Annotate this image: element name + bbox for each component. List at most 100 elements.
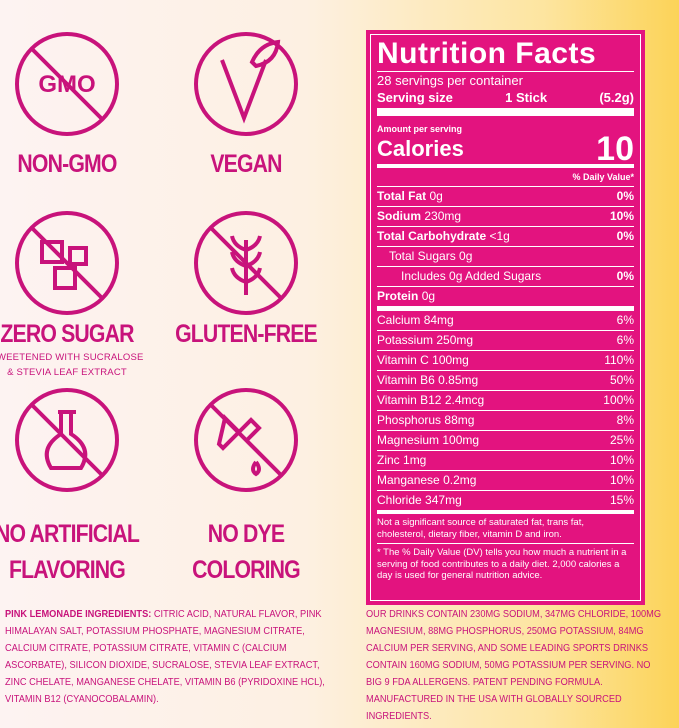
nutrient-left: Magnesium 100mg [377,431,479,450]
nutrient-row: Total Carbohydrate <1g 0% [377,226,634,246]
nutrient-name: Includes 0g Added Sugars [401,269,542,283]
footnote: Not a significant source of saturated fa… [377,510,634,543]
icon-flavor [15,388,119,492]
calories-value: 10 [596,130,634,168]
amount-per-serving: Amount per serving [377,124,463,134]
calories-label: Calories [377,136,464,161]
nutrient-dv: 10% [609,209,634,223]
nutrition-panel: Nutrition Facts 28 servings per containe… [366,30,645,605]
ingredients: PINK LEMONADE INGREDIENTS: CITRIC ACID, … [5,606,326,708]
nutrient-dv: 6% [616,313,634,327]
badge-label: FLAVORING [9,556,126,584]
serving-size-weight: (5.2g) [599,90,634,105]
nutrient-row: Zinc 1mg 10% [377,450,634,470]
nutrient-left: Total Carbohydrate <1g [377,227,510,246]
nutrient-row: Protein 0g [377,286,634,306]
badge-label: NO DYE [207,520,285,548]
nutrient-name: Magnesium [377,433,440,447]
nutrient-row: Manganese 0.2mg 10% [377,470,634,490]
badge-label: ZERO SUGAR [0,320,134,348]
nutrient-left: Total Sugars 0g [377,247,472,266]
nutrient-name: Vitamin C [377,353,429,367]
nutrient-name: Sodium [377,209,421,223]
nutrient-row: Magnesium 100mg 25% [377,430,634,450]
ingredients-label: PINK LEMONADE INGREDIENTS: [5,608,152,620]
nutrient-amount: 84mg [423,313,454,327]
badge-label: VEGAN [210,150,282,178]
nutrition-inner: Nutrition Facts 28 servings per containe… [370,34,641,601]
nutrient-row: Calcium 84mg 6% [377,310,634,330]
nutrient-amount: 0g [459,249,473,263]
nutrient-name: Vitamin B6 [377,373,435,387]
serving-size: Serving size 1 Stick (5.2g) [377,89,634,116]
serving-size-amount: 1 Stick [505,90,548,105]
badge-label: NON-GMO [17,150,117,178]
nutrient-name: Phosphorus [377,413,442,427]
nutrient-amount: 88mg [444,413,475,427]
claims: OUR DRINKS CONTAIN 230MG SODIUM, 347MG C… [366,608,662,722]
icon-text: GMO [38,71,95,98]
icon-sugar [15,211,119,315]
nutrient-row: Sodium 230mg 10% [377,206,634,226]
nutrient-row: Total Fat 0g 0% [377,186,634,206]
nutrient-left: Sodium 230mg [377,207,461,226]
ingredients-text: CITRIC ACID, NATURAL FLAVOR, PINK HIMALA… [5,608,325,705]
mineral-list: Calcium 84mg 6% Potassium 250mg 6% Vitamin C… [377,310,634,510]
nutrient-amount: 0.85mg [438,373,479,387]
nutrient-left: Chloride 347mg [377,491,462,510]
nutrient-row: Vitamin C 100mg 110% [377,350,634,370]
nutrient-list: Total Fat 0g 0% Sodium 230mg 10% Total Carbo… [377,186,634,310]
nutrient-left: Phosphorus 88mg [377,411,474,430]
nutrient-dv: 15% [609,493,634,507]
calories: Calories 10 [377,130,634,168]
nutrient-amount: 2.4mcg [444,393,485,407]
nutrient-amount: 347mg [425,493,462,507]
serving-size-label: Serving size [377,90,453,105]
nutrient-row: Vitamin B6 0.85mg 50% [377,370,634,390]
nutrient-amount: 230mg [424,209,462,223]
nutrient-dv: 0% [616,269,634,283]
nutrient-amount: 1mg [403,453,427,467]
nutrient-left: Total Fat 0g [377,187,443,206]
nutrient-name: Total Fat [377,189,427,203]
nutrient-row: Potassium 250mg 6% [377,330,634,350]
nutrient-left: Includes 0g Added Sugars [377,267,541,286]
nutrient-dv: 10% [609,453,634,467]
nutrient-amount: 100mg [442,433,480,447]
nutrient-dv: 100% [603,393,634,407]
nutrient-name: Vitamin B12 [377,393,442,407]
nutrient-amount: 250mg [436,333,474,347]
nutrient-name: Potassium [377,333,434,347]
nutrient-left: Vitamin B12 2.4mcg [377,391,484,410]
nutrient-amount: 0g [429,189,443,203]
nutrient-name: Total Sugars [389,249,456,263]
badge-label: GLUTEN-FREE [175,320,318,348]
badge-label: COLORING [192,556,301,584]
nutrient-row: Total Sugars 0g [377,246,634,266]
icon-vegan [194,32,298,136]
nutrient-left: Calcium 84mg [377,311,454,330]
nutrient-name: Chloride [377,493,422,507]
nutrient-left: Manganese 0.2mg [377,471,476,490]
nutrition-title: Nutrition Facts [377,37,597,70]
nutrient-amount: 100mg [432,353,469,367]
nutrient-dv: 110% [604,353,634,367]
nutrient-amount: 0g [421,289,436,303]
nutrient-dv: 50% [609,373,634,387]
nutrient-name: Zinc [377,453,400,467]
icon-gmo: GMO [15,32,119,136]
nutrient-name: Calcium [377,313,421,327]
footnote: * The % Daily Value (DV) tells you how m… [377,543,634,585]
nutrient-name: Manganese [377,473,440,487]
daily-value-header: % Daily Value* [572,172,634,182]
nutrient-name: Protein [377,289,419,303]
nutrient-left: Zinc 1mg [377,451,426,470]
nutrient-row: Includes 0g Added Sugars 0% [377,266,634,286]
nutrient-left: Vitamin C 100mg [377,351,469,370]
nutrient-dv: 10% [609,473,634,487]
badge-label: NO ARTIFICIAL [0,520,140,548]
nutrient-dv: 8% [616,413,634,427]
nutrient-left: Potassium 250mg [377,331,473,350]
nutrient-left: Vitamin B6 0.85mg [377,371,478,390]
